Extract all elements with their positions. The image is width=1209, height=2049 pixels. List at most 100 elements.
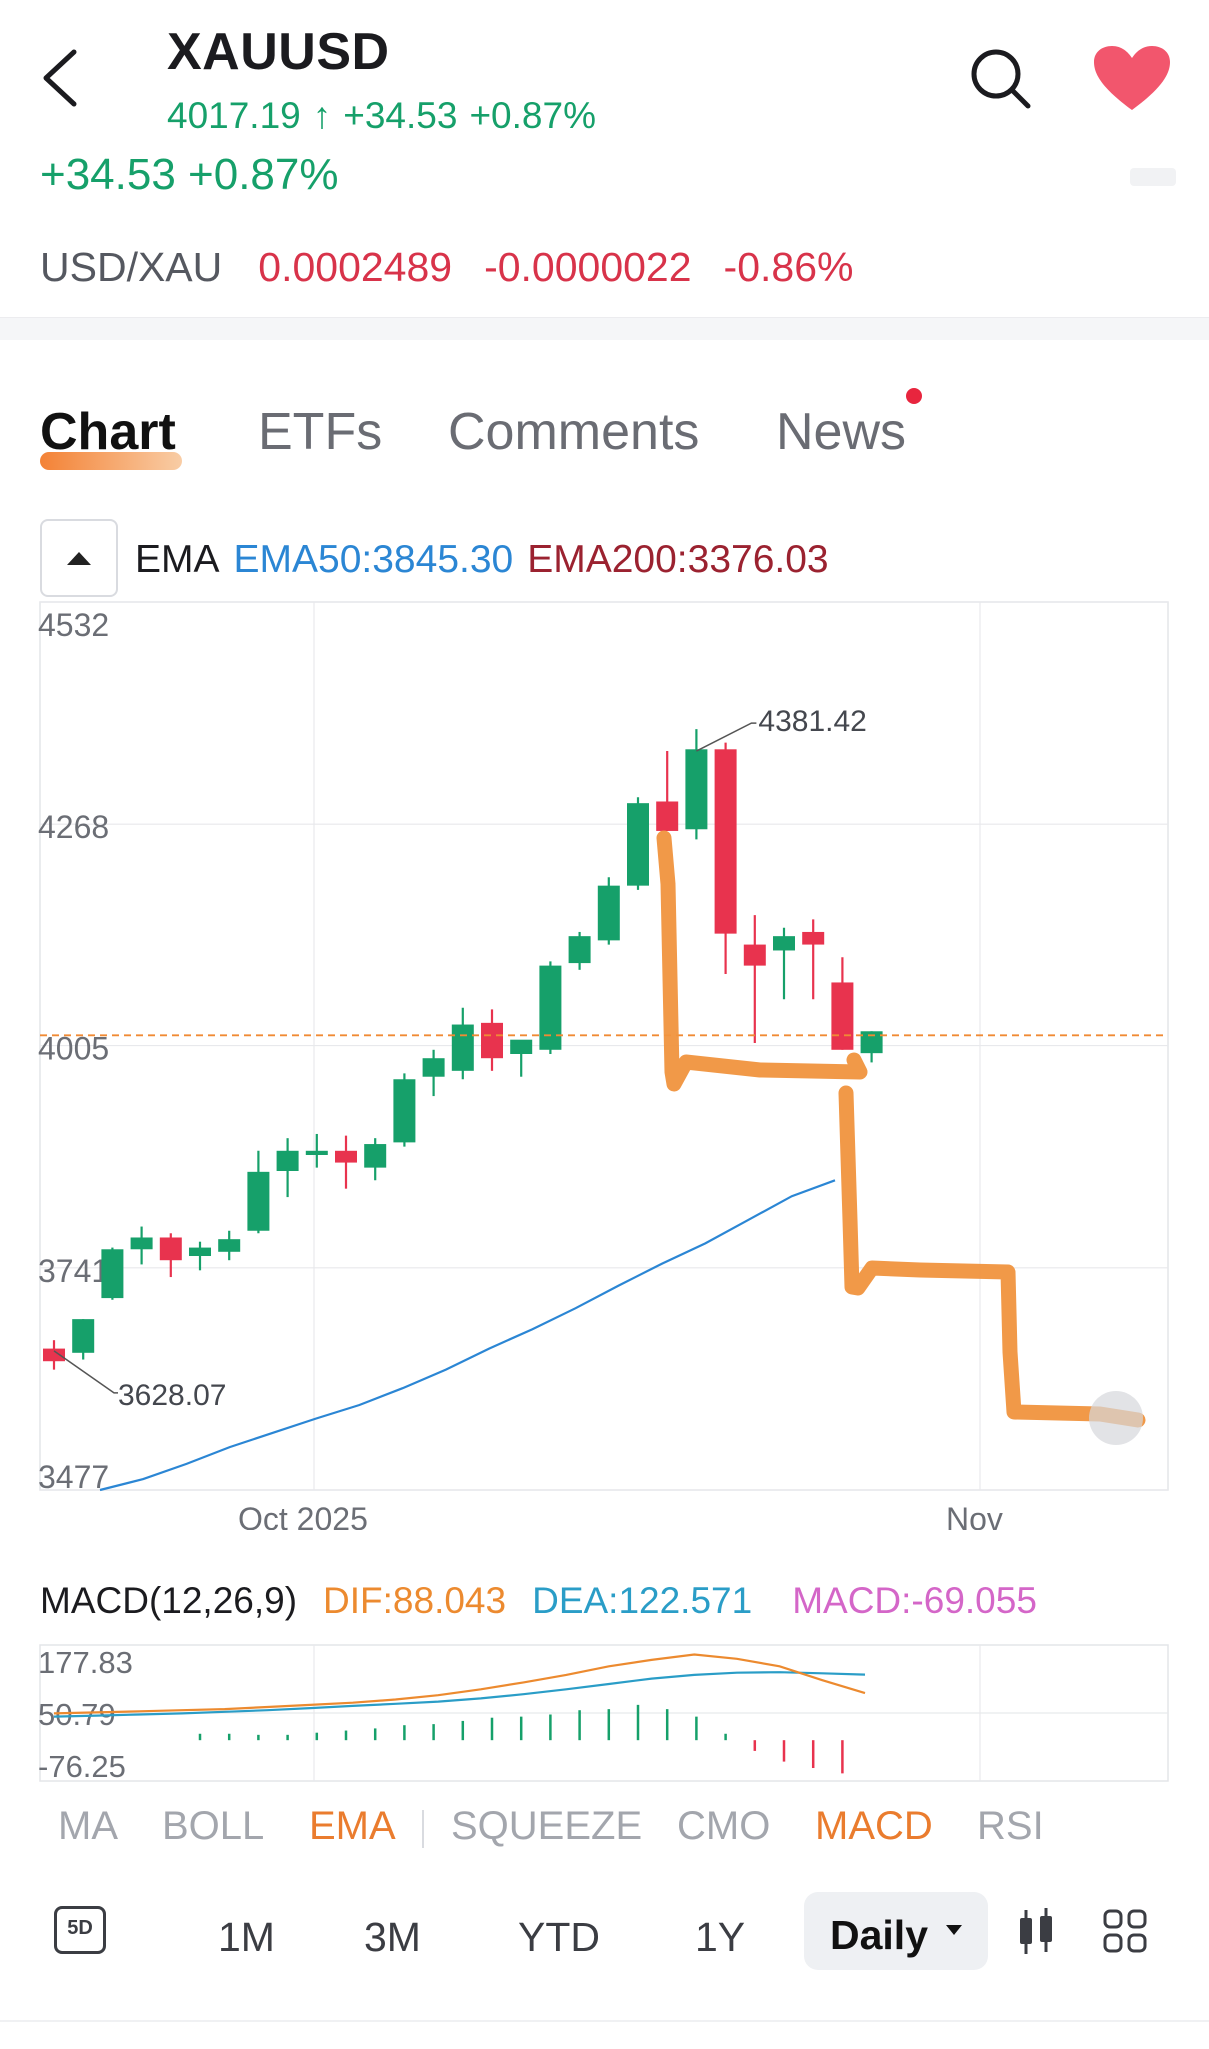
candle-body bbox=[685, 749, 708, 830]
x-tick-label: Oct 2025 bbox=[238, 1501, 368, 1530]
indicator-boll[interactable]: BOLL bbox=[162, 1804, 265, 1848]
candle-body bbox=[773, 936, 795, 951]
candle-body bbox=[305, 1150, 328, 1156]
candle-body bbox=[714, 749, 737, 934]
ema50-line bbox=[99, 1179, 836, 1492]
inverse-quote-row: USD/XAU 0.0002489 -0.0000022 -0.86% bbox=[40, 244, 885, 291]
candle-body bbox=[802, 931, 825, 945]
period-3m[interactable]: 3M bbox=[364, 1914, 421, 1960]
candle-body bbox=[597, 885, 620, 941]
price-change: +34.53 bbox=[343, 95, 458, 136]
inverse-price: 0.0002489 bbox=[258, 244, 453, 290]
candle-body bbox=[335, 1150, 357, 1163]
candlestick-type-icon[interactable] bbox=[1016, 1906, 1056, 1958]
bottom-divider bbox=[0, 2020, 1209, 2022]
y-tick-label: 4532 bbox=[38, 607, 109, 643]
collapse-indicator-button[interactable] bbox=[40, 519, 118, 597]
indicator-rsi[interactable]: RSI bbox=[977, 1804, 1044, 1848]
news-notification-dot bbox=[906, 388, 922, 404]
hand-drawn-stroke bbox=[656, 830, 1146, 1428]
indicator-ma[interactable]: MA bbox=[58, 1804, 118, 1848]
tab-news[interactable]: News bbox=[776, 403, 907, 461]
macd-legend: MACD(12,26,9) DIF:88.043 DEA:122.571 MACD:-… bbox=[40, 1580, 1063, 1622]
search-icon[interactable] bbox=[968, 46, 1034, 112]
macd-name: MACD(12,26,9) bbox=[40, 1580, 298, 1621]
y-tick-label: 4268 bbox=[38, 809, 109, 845]
favorite-heart-icon[interactable] bbox=[1092, 44, 1172, 114]
y-tick-label: 3477 bbox=[38, 1459, 109, 1495]
candle-body bbox=[43, 1348, 65, 1362]
candle-body bbox=[276, 1150, 299, 1171]
candle-body bbox=[743, 944, 766, 966]
candle-body bbox=[627, 803, 649, 886]
period-5d-label: 5D bbox=[67, 1917, 93, 1939]
y-tick-label: 3741 bbox=[38, 1253, 109, 1289]
up-arrow-icon: ↑ bbox=[312, 95, 332, 136]
inverse-label: USD/XAU bbox=[40, 244, 223, 290]
tab-etfs[interactable]: ETFs bbox=[258, 403, 383, 461]
scrolled-change-text: +34.53 +0.87% bbox=[40, 150, 339, 198]
x-tick-label: Nov bbox=[946, 1501, 1003, 1530]
candle-body bbox=[247, 1171, 270, 1231]
candle-body bbox=[539, 965, 562, 1050]
ema-legend: EMA EMA50:3845.30 EMA200:3376.03 bbox=[135, 538, 843, 582]
price-value: 4017.19 bbox=[167, 95, 301, 136]
macd-y-tick-label: -76.25 bbox=[38, 1749, 126, 1784]
candle-body bbox=[130, 1237, 153, 1250]
candle-body bbox=[451, 1024, 474, 1071]
period-1m[interactable]: 1M bbox=[218, 1914, 275, 1960]
dif-value: DIF:88.043 bbox=[323, 1580, 507, 1621]
chevron-down-icon bbox=[946, 1925, 962, 1935]
candle-body bbox=[510, 1039, 533, 1054]
indicator-squeeze[interactable]: SQUEEZE bbox=[451, 1804, 643, 1848]
price-chart[interactable]: 4532 4268 4005 3741 3477 Oct 2025 Nov 4381.42 36… bbox=[0, 590, 1209, 1530]
back-icon[interactable] bbox=[36, 46, 86, 110]
period-1y[interactable]: 1Y bbox=[695, 1914, 746, 1960]
symbol-title: XAUUSD bbox=[167, 23, 390, 81]
low-annotation-label: 3628.07 bbox=[118, 1379, 226, 1412]
interval-dropdown[interactable]: Daily bbox=[804, 1892, 988, 1970]
indicator-divider bbox=[422, 1810, 424, 1848]
candle-body bbox=[568, 936, 591, 964]
macd-y-tick-label: 177.83 bbox=[38, 1645, 133, 1680]
price-change-pct: +0.87% bbox=[469, 95, 596, 136]
dea-value: DEA:122.571 bbox=[532, 1580, 753, 1621]
candle-body bbox=[393, 1079, 416, 1143]
dif-line bbox=[53, 1653, 866, 1715]
candle-body bbox=[656, 801, 679, 831]
dea-line bbox=[53, 1671, 866, 1718]
period-5d-button[interactable]: 5D bbox=[54, 1906, 106, 1954]
ema-name: EMA bbox=[135, 538, 220, 581]
candle-body bbox=[422, 1058, 445, 1077]
candle-body bbox=[831, 982, 854, 1050]
tab-chart[interactable]: Chart bbox=[40, 403, 176, 461]
high-annotation-leader bbox=[696, 722, 757, 752]
tab-comments[interactable]: Comments bbox=[448, 403, 700, 461]
section-divider bbox=[0, 317, 1209, 340]
indicator-ema[interactable]: EMA bbox=[309, 1804, 396, 1848]
active-tab-underline bbox=[40, 452, 182, 470]
candle-body bbox=[481, 1022, 503, 1059]
candle-body bbox=[364, 1144, 387, 1168]
candle-body bbox=[189, 1247, 211, 1257]
candle-body bbox=[101, 1249, 124, 1299]
high-annotation-label: 4381.42 bbox=[758, 705, 866, 738]
price-quote: 4017.19 ↑ +34.53 +0.87% bbox=[167, 95, 608, 137]
low-annotation-leader bbox=[53, 1350, 118, 1394]
ema200-value: EMA200:3376.03 bbox=[527, 538, 829, 581]
period-ytd[interactable]: YTD bbox=[518, 1914, 600, 1960]
candle-body bbox=[860, 1031, 883, 1054]
interval-label: Daily bbox=[830, 1912, 928, 1958]
scroll-handle bbox=[1089, 1391, 1143, 1445]
scroll-chip bbox=[1130, 168, 1176, 186]
grid-layout-icon[interactable] bbox=[1102, 1908, 1148, 1954]
indicator-cmo[interactable]: CMO bbox=[677, 1804, 771, 1848]
candle-body bbox=[72, 1319, 95, 1353]
indicator-macd[interactable]: MACD bbox=[815, 1804, 933, 1848]
inverse-change: -0.0000022 bbox=[484, 244, 692, 290]
candle-body bbox=[218, 1239, 241, 1252]
hand-drawn-markup bbox=[656, 830, 1146, 1445]
macd-value: MACD:-69.055 bbox=[792, 1580, 1037, 1621]
caret-up-icon bbox=[67, 552, 91, 565]
